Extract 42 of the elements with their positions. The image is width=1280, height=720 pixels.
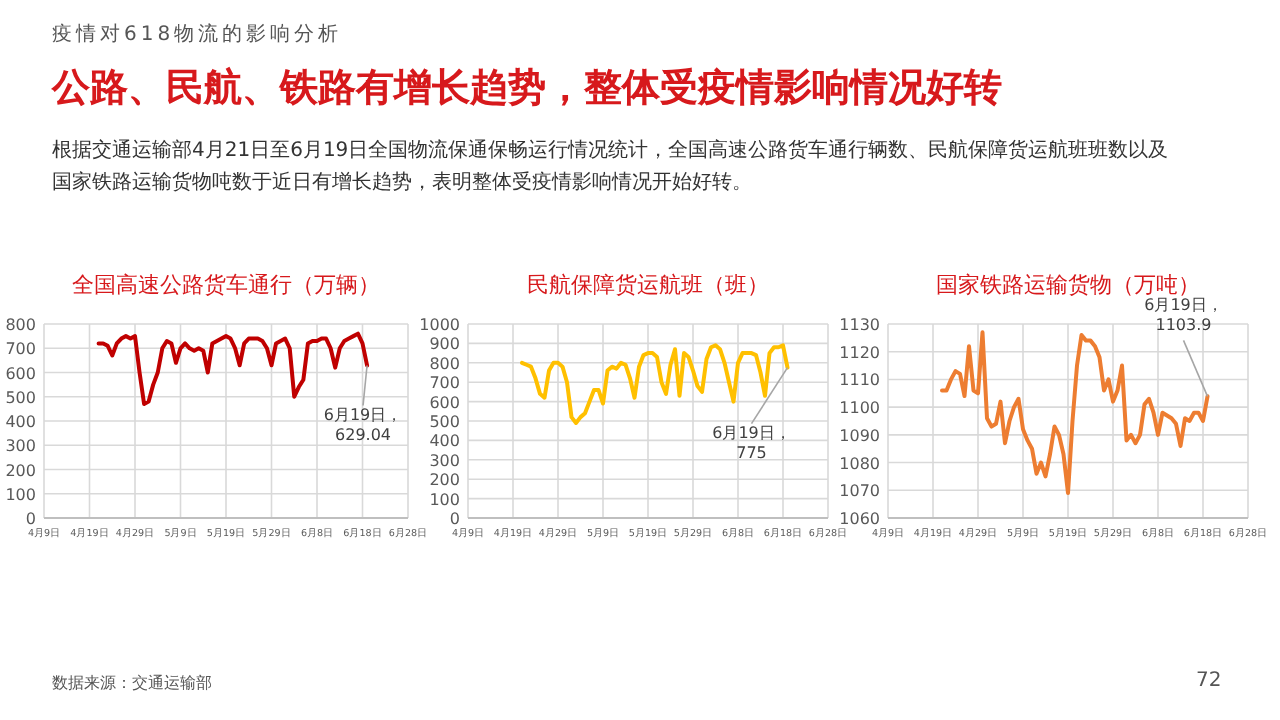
y-tick-label: 1070 (839, 482, 880, 501)
source-note: 数据来源：交通运输部 (52, 672, 212, 694)
y-tick-label: 1090 (839, 426, 880, 445)
y-tick-label: 500 (429, 413, 460, 431)
y-tick-label: 200 (5, 461, 36, 480)
y-tick-label: 100 (5, 485, 36, 504)
chart-title: 全国高速公路货车通行（万辆） (72, 272, 380, 298)
annotation: 6月19日，629.04 (321, 405, 405, 446)
annotation: 6月19日，775 (711, 423, 792, 464)
text: 根据交通运输部4月21日至6月19日全国物流保通保畅运行情况统计，全国高速公路货车通行辆数、民航保障货运航班班数以及国家铁路运输货物吨数于近日有增长趋势，表明整体受疫情影响情况开始好转。 (52, 137, 1171, 198)
y-tick-label: 700 (429, 374, 460, 393)
y-tick-label: 300 (429, 451, 460, 470)
y-tick-label: 1100 (839, 399, 880, 418)
y-tick-label: 1110 (839, 371, 880, 390)
y-tick-label: 300 (5, 437, 36, 456)
y-tick-label: 1060 (839, 510, 880, 528)
line-series (96, 331, 370, 407)
y-tick-label: 600 (429, 393, 460, 412)
y-tick-label: 700 (5, 340, 36, 359)
y-tick-label: 800 (429, 354, 460, 373)
text: 疫情对618物流的影响分析 (52, 21, 343, 48)
chart-title: 民航保障货运航班（班） (527, 272, 769, 298)
y-tick-label: 1000 (419, 316, 460, 334)
y-tick-label: 400 (5, 413, 36, 431)
text: 公路、民航、铁路有增长趋势，整体受疫情影响情况好转 (52, 64, 1002, 114)
y-tick-label: 1080 (839, 454, 880, 473)
y-tick-label: 800 (5, 316, 36, 334)
y-tick-label: 0 (25, 510, 36, 528)
annotation: 6月19日，1103.9 (1142, 296, 1225, 337)
y-tick-label: 200 (429, 471, 460, 490)
y-tick-label: 1130 (839, 316, 880, 334)
y-tick-label: 600 (5, 364, 36, 383)
chart-title: 国家铁路运输货物（万吨） (936, 272, 1200, 298)
y-tick-label: 0 (449, 510, 460, 528)
y-tick-label: 100 (429, 490, 460, 509)
y-tick-label: 1120 (839, 343, 880, 362)
y-tick-label: 500 (5, 388, 36, 407)
line-series (940, 330, 1210, 496)
text: 72 (1196, 670, 1222, 692)
y-tick-label: 900 (429, 335, 460, 354)
y-tick-label: 400 (429, 432, 460, 451)
line-series (520, 343, 790, 425)
